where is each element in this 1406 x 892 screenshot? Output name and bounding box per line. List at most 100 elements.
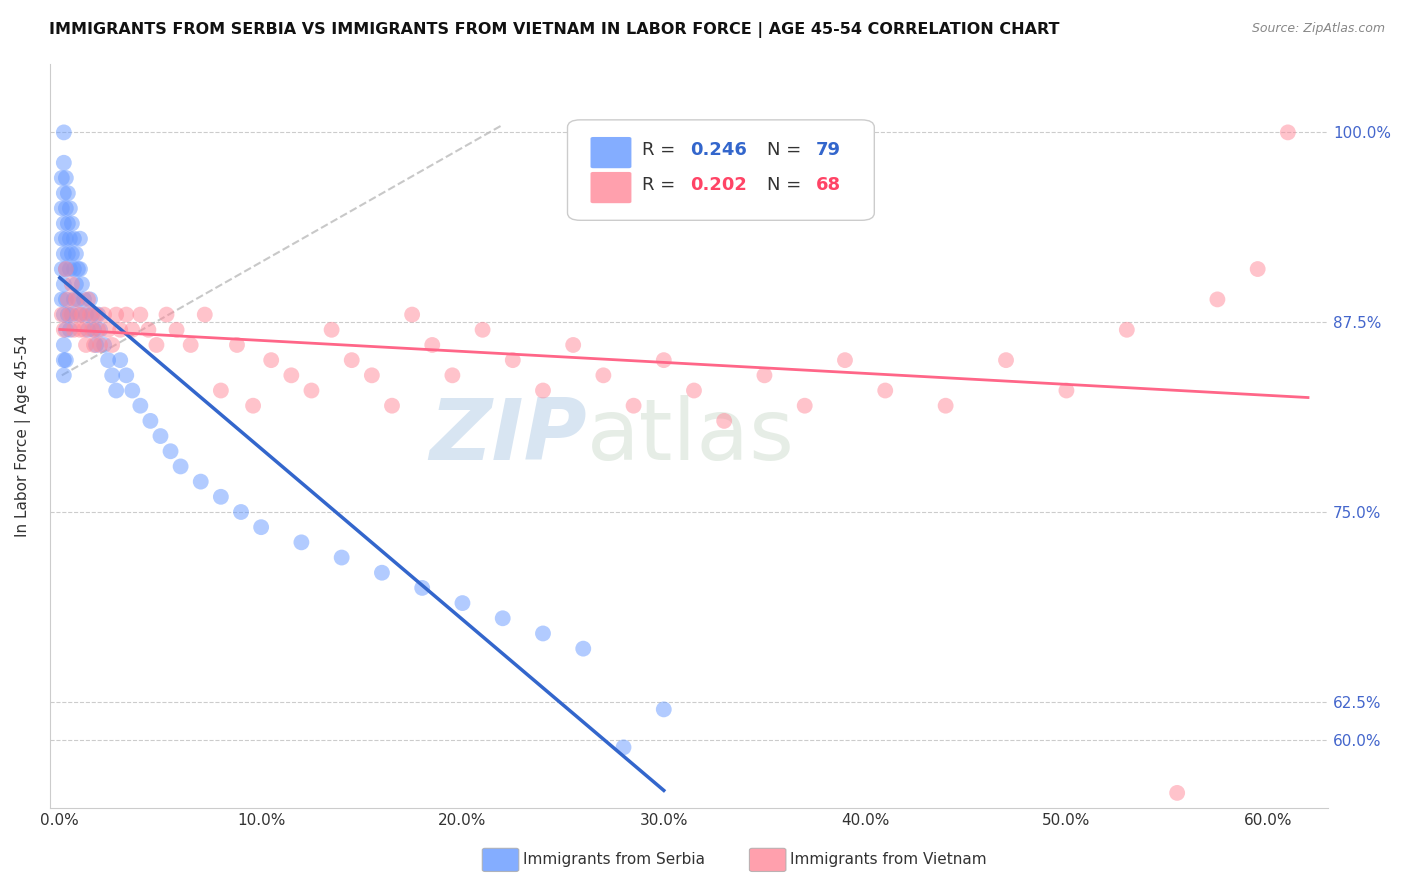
Point [623, 399, 645, 413]
Point [121, 384, 143, 398]
Point [83, 338, 105, 352]
Point [1247, 262, 1270, 277]
Point [935, 399, 957, 413]
Point [56, 186, 79, 201]
Point [69, 232, 91, 246]
Text: 0.202: 0.202 [690, 176, 747, 194]
Point [60, 308, 83, 322]
Point [63, 323, 86, 337]
Point [55, 170, 77, 185]
Point [59, 202, 82, 216]
Point [66, 293, 89, 307]
Point [52, 155, 75, 169]
Point [75, 338, 97, 352]
Point [63, 293, 86, 307]
Point [55, 262, 77, 277]
Point [652, 702, 675, 716]
Point [52, 247, 75, 261]
Point [101, 338, 124, 352]
Point [340, 353, 363, 368]
Point [108, 323, 131, 337]
Point [121, 323, 143, 337]
Point [87, 308, 110, 322]
Point [55, 323, 77, 337]
Point [83, 323, 105, 337]
Text: 68: 68 [815, 176, 841, 194]
Point [115, 308, 138, 322]
FancyBboxPatch shape [591, 137, 631, 169]
Point [87, 323, 110, 337]
Point [226, 338, 249, 352]
Point [80, 308, 103, 322]
Point [1054, 384, 1077, 398]
Point [55, 293, 77, 307]
Point [80, 323, 103, 337]
Point [155, 308, 177, 322]
Point [66, 262, 89, 277]
Point [492, 611, 515, 625]
Point [52, 125, 75, 139]
Text: Immigrants from Vietnam: Immigrants from Vietnam [790, 853, 987, 867]
Point [60, 247, 83, 261]
Text: IMMIGRANTS FROM SERBIA VS IMMIGRANTS FROM VIETNAM IN LABOR FORCE | AGE 45-54 COR: IMMIGRANTS FROM SERBIA VS IMMIGRANTS FRO… [49, 22, 1060, 38]
Point [55, 202, 77, 216]
Point [55, 353, 77, 368]
Point [77, 293, 100, 307]
Point [69, 308, 91, 322]
Point [70, 308, 93, 322]
Point [330, 550, 353, 565]
Point [51, 308, 73, 322]
Point [683, 384, 706, 398]
Point [138, 323, 160, 337]
Point [56, 308, 79, 322]
Point [77, 323, 100, 337]
Point [250, 520, 273, 534]
Point [129, 308, 152, 322]
Point [115, 368, 138, 383]
Point [592, 368, 614, 383]
Point [834, 353, 856, 368]
Point [441, 368, 464, 383]
Point [280, 368, 302, 383]
Point [242, 399, 264, 413]
Point [371, 566, 394, 580]
Point [471, 323, 494, 337]
Point [652, 353, 675, 368]
Point [209, 384, 232, 398]
Point [56, 247, 79, 261]
Point [572, 641, 595, 656]
Point [381, 399, 404, 413]
Point [52, 338, 75, 352]
Point [159, 444, 181, 458]
Point [1166, 786, 1188, 800]
Text: Immigrants from Serbia: Immigrants from Serbia [523, 853, 704, 867]
Point [97, 353, 120, 368]
Point [169, 459, 191, 474]
Point [56, 217, 79, 231]
Point [52, 368, 75, 383]
Point [84, 308, 107, 322]
Point [52, 186, 75, 201]
Point [89, 323, 111, 337]
Point [52, 277, 75, 292]
Point [360, 368, 382, 383]
Text: ZIP: ZIP [429, 394, 586, 477]
Text: N =: N = [766, 141, 807, 159]
Text: R =: R = [641, 141, 681, 159]
Point [51, 232, 73, 246]
Point [105, 384, 128, 398]
Text: atlas: atlas [586, 394, 794, 477]
Text: 79: 79 [815, 141, 841, 159]
Point [149, 429, 172, 443]
Point [59, 262, 82, 277]
Point [79, 293, 101, 307]
Point [1115, 323, 1137, 337]
Point [52, 308, 75, 322]
Point [65, 277, 87, 292]
Point [84, 338, 107, 352]
Point [79, 308, 101, 322]
Point [502, 353, 524, 368]
Point [73, 323, 96, 337]
Point [108, 353, 131, 368]
Point [301, 384, 323, 398]
